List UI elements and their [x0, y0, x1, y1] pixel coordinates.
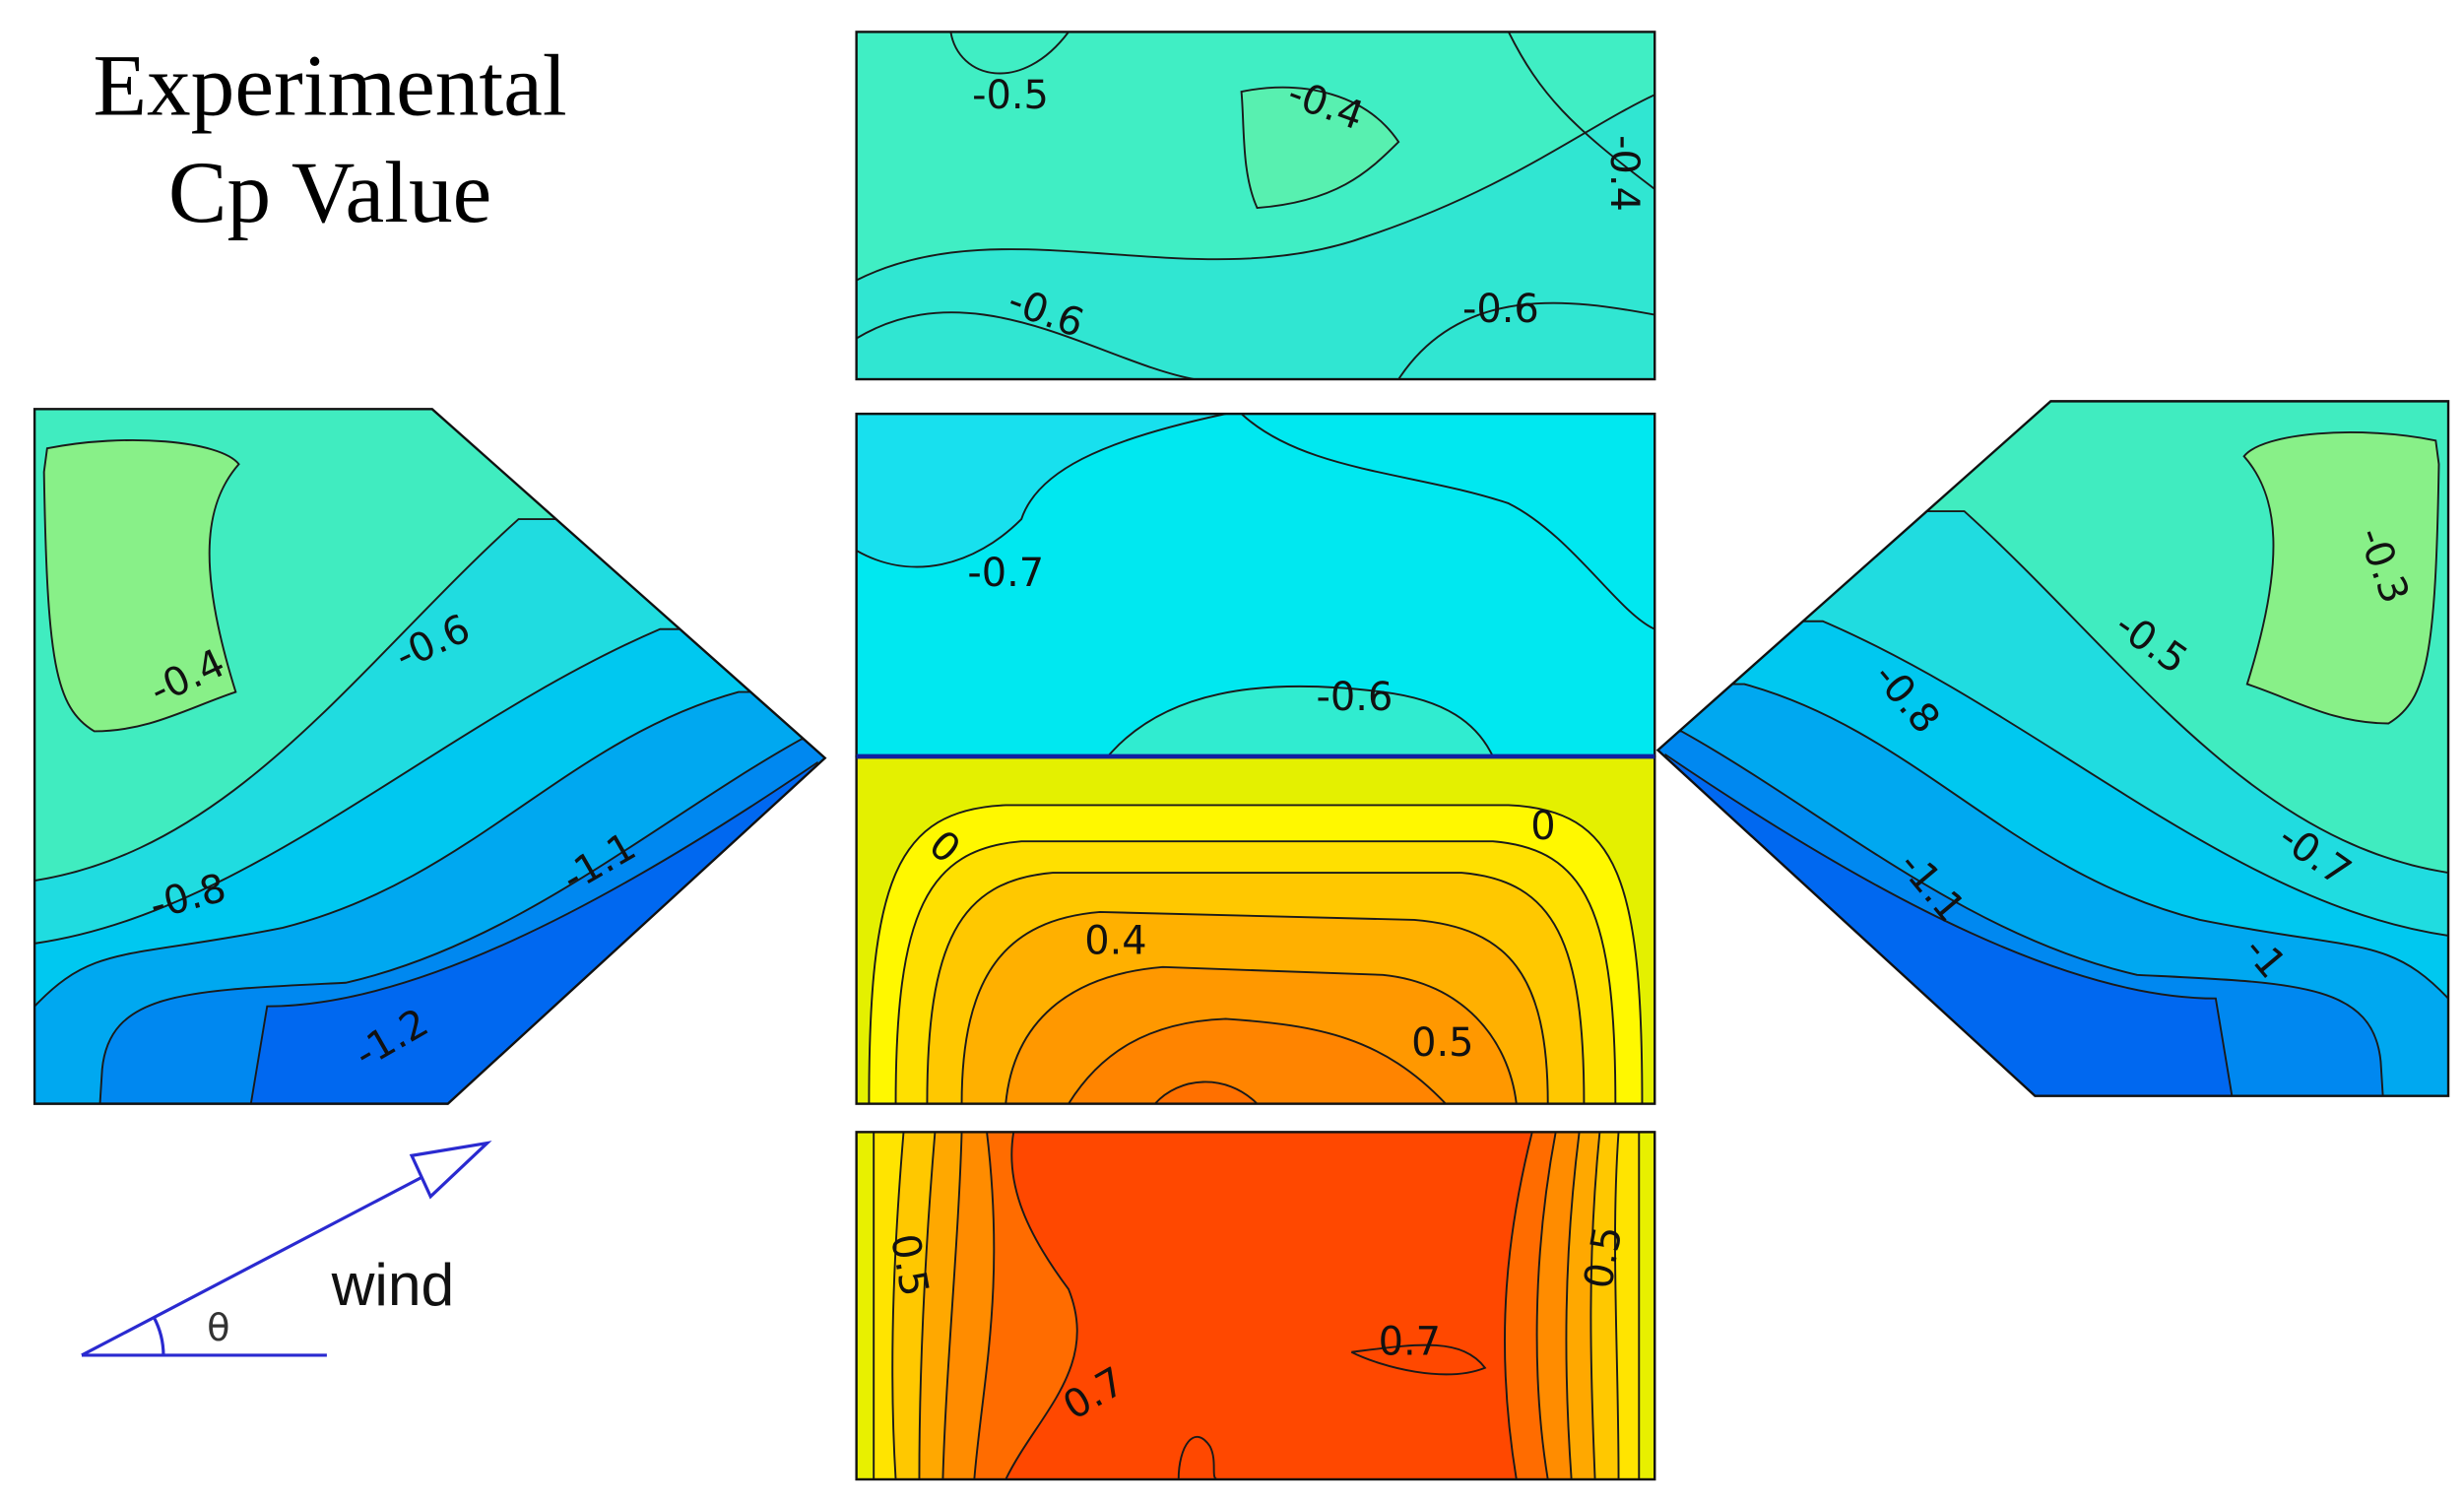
contour-label: 0 [1530, 804, 1555, 849]
angle-arc [152, 1316, 165, 1355]
contour-label: 0.5 [881, 1230, 937, 1299]
title-line: Experimental [93, 37, 566, 135]
angle-symbol: θ [207, 1306, 229, 1350]
contour-label: 0.7 [1379, 1319, 1441, 1364]
contour-label: -0.5 [972, 73, 1049, 118]
contour-label: -0.6 [1317, 675, 1394, 720]
panel-left [0, 393, 942, 1195]
panel-top [855, 31, 1656, 381]
wind-arrow-head [409, 1141, 492, 1200]
contour-label: -0.7 [967, 551, 1044, 596]
contour-label: 0.5 [1576, 1222, 1631, 1291]
wind-indicator: θ wind [81, 1141, 492, 1357]
wind-label: wind [331, 1251, 455, 1318]
wind-arrow-shaft [81, 1176, 422, 1357]
panel-lower [855, 754, 1656, 1105]
contour-label: -0.6 [1462, 287, 1539, 332]
title-line: Cp Value [168, 144, 491, 241]
panel-right [1540, 385, 2464, 1187]
panel-bottom [855, 1131, 1656, 1481]
contour-label: 0.4 [1084, 918, 1146, 963]
contour-label: 0.5 [1411, 1020, 1473, 1066]
contour-label: -0.4 [1601, 135, 1647, 212]
panel-upper [855, 412, 1656, 758]
